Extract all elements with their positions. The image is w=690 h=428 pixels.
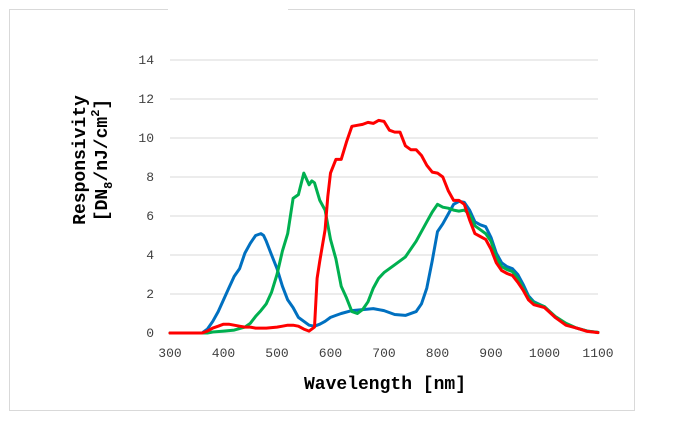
chart-frame: [9, 9, 635, 411]
x-tick-label: 400: [212, 346, 235, 361]
x-tick-label: 800: [426, 346, 449, 361]
gridlines: [170, 59, 598, 295]
series-line-2: [168, 171, 600, 335]
y-tick-label: 2: [146, 287, 154, 302]
y-tick-labels: 0 2 4 6 8 10 12 14: [138, 53, 154, 341]
y-tick-label: 14: [138, 53, 154, 68]
x-tick-label: 600: [319, 346, 342, 361]
y-axis-title-line2: [DN8/nJ/cm2]: [89, 99, 116, 221]
y-tick-label: 10: [138, 131, 154, 146]
y-axis-title: Responsivity [DN8/nJ/cm2]: [71, 95, 116, 225]
x-tick-label: 300: [158, 346, 181, 361]
x-tick-label: 1000: [529, 346, 560, 361]
y-tick-label: 0: [146, 326, 154, 341]
x-tick-label: 500: [265, 346, 288, 361]
x-tick-label: 900: [479, 346, 502, 361]
series-lines: [168, 118, 600, 335]
x-tick-labels: 300 400 500 600 700 800 900 1000 1100: [158, 346, 613, 361]
series-line-3: [168, 118, 600, 335]
y-tick-label: 8: [146, 170, 154, 185]
y-axis-title-line1: Responsivity: [71, 95, 91, 225]
x-tick-label: 1100: [582, 346, 613, 361]
x-axis-title: Wavelength [nm]: [304, 375, 466, 395]
y-tick-label: 6: [146, 209, 154, 224]
series-line-1: [168, 199, 600, 335]
y-tick-label: 12: [138, 92, 154, 107]
x-tick-label: 700: [372, 346, 395, 361]
y-tick-label: 4: [146, 248, 154, 263]
frame-gap: [168, 7, 288, 12]
